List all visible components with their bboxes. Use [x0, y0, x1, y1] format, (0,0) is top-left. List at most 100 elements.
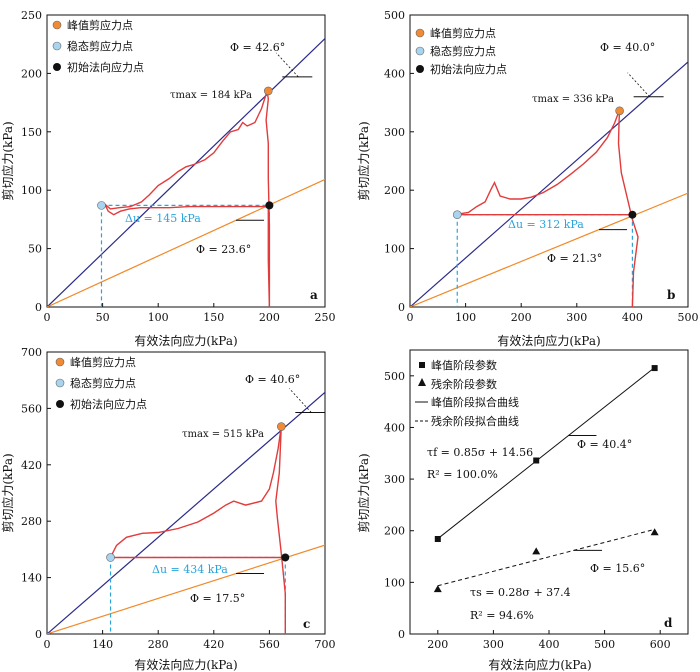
steady-point: [97, 201, 106, 210]
phi-leader-dashed: [627, 72, 650, 98]
steady-point: [106, 553, 115, 562]
legend-d-residual-fit-label: 残余阶段拟合曲线: [431, 414, 519, 428]
panel-c-du-label: Δu = 434 kPa: [152, 563, 228, 576]
y-tick-label: 560: [21, 402, 42, 415]
legend-b-peak-marker: [415, 28, 425, 38]
legend-c-initial-marker: [56, 400, 64, 408]
x-tick-label: 0: [407, 311, 414, 324]
x-tick-label: 300: [483, 638, 504, 651]
panel-a-phi-label: Φ = 42.6°: [230, 41, 285, 54]
y-tick-label: 150: [21, 126, 42, 139]
y-tick-label: 200: [21, 67, 42, 80]
panel-d-residual-eq: τs = 0.28σ + 37.4: [470, 586, 571, 599]
panel-d-residual-r2: R² = 94.6%: [470, 609, 534, 622]
x-tick-label: 100: [455, 311, 476, 324]
x-tick-label: 500: [678, 311, 699, 324]
panel-c-label: c: [303, 617, 310, 631]
panel-a-ylabel: 剪切应力(kPa): [0, 121, 15, 200]
y-tick-label: 0: [35, 628, 42, 641]
panel-d-ylabel: 剪切应力(kPa): [356, 453, 371, 532]
legend-initial-label: 初始法向应力点: [67, 60, 144, 74]
panel-b-ylabel: 剪切应力(kPa): [356, 121, 371, 200]
legend-d-peak-fit-label: 峰值阶段拟合曲线: [431, 395, 519, 409]
legend-c-steady-marker: [55, 378, 65, 388]
legend-d-peak-label: 峰值阶段参数: [431, 358, 497, 372]
initial-point: [265, 201, 274, 210]
legend-b-steady-label: 稳态剪应力点: [430, 44, 496, 58]
legend-steady-label: 稳态剪应力点: [67, 39, 133, 53]
x-tick-label: 280: [148, 638, 169, 651]
legend-b-initial-label: 初始法向应力点: [430, 62, 507, 76]
phi-leader-dashed: [289, 388, 312, 413]
y-tick-label: 100: [384, 576, 405, 589]
legend-peak-marker: [52, 20, 62, 30]
panel-c-taumax-label: τmax = 515 kPa: [182, 429, 264, 440]
legend-b-peak-label: 峰值剪应力点: [430, 26, 496, 40]
y-tick-label: 400: [384, 67, 405, 80]
panel-d-peak-r2: R² = 100.0%: [427, 468, 498, 481]
legend-b-steady-marker: [415, 46, 425, 56]
panel-a-du-label: Δu = 145 kPa: [125, 212, 201, 225]
panel-b-phi-label: Φ = 40.0°: [600, 41, 655, 54]
stress-path: [457, 109, 639, 307]
y-tick-label: 400: [384, 421, 405, 434]
panel-b-du-label: Δu = 312 kPa: [508, 218, 584, 231]
y-tick-label: 300: [384, 473, 405, 486]
panel-c-phi-initial-label: Φ = 17.5°: [190, 592, 245, 605]
panel-a-label: a: [310, 288, 318, 302]
x-tick-label: 200: [427, 638, 448, 651]
panel-a-phi-initial-label: Φ = 23.6°: [196, 243, 251, 256]
panel-d-ticks: 200 300 400 500 600 0 100 200 300 400 500: [384, 370, 671, 651]
y-tick-label: 0: [398, 301, 405, 314]
plot-layer: [410, 61, 688, 307]
legend-c-initial-label: 初始法向应力点: [70, 397, 147, 411]
legend-initial-marker: [53, 63, 61, 71]
peak-param-point: [533, 457, 540, 464]
y-tick-label: 50: [28, 243, 42, 256]
panel-b-frame: [409, 14, 689, 308]
panel-b-taumax-label: τmax = 336 kPa: [532, 94, 614, 105]
y-tick-label: 100: [384, 243, 405, 256]
panel-a: 0 50 100 150 200 250 0 50 100 150 200 250 有效法向应力(kP…: [0, 9, 336, 348]
panel-c-marks: [47, 388, 326, 634]
stress-path: [104, 90, 271, 307]
panel-a-marks: [47, 38, 325, 307]
panel-c-ylabel: 剪切应力(kPa): [0, 453, 15, 532]
phi-leader-dashed: [275, 52, 299, 78]
x-tick-label: 700: [315, 638, 336, 651]
plot-layer: [47, 38, 325, 307]
residual-param-point: [433, 585, 442, 593]
panel-a-frame: [46, 14, 326, 308]
x-tick-label: 300: [566, 311, 587, 324]
legend-d-residual-marker: [418, 378, 426, 386]
legend-c-peak-label: 峰值剪应力点: [70, 355, 136, 369]
x-tick-label: 600: [650, 638, 671, 651]
legend-b-initial-marker: [416, 65, 424, 73]
residual-param-point: [650, 528, 659, 536]
panel-d-peak-eq: τf = 0.85σ + 14.56: [427, 446, 533, 459]
y-tick-label: 500: [384, 9, 405, 22]
stress-path: [109, 426, 286, 634]
initial-stress-line: [47, 178, 325, 307]
peak-param-point: [434, 535, 441, 542]
y-tick-label: 0: [35, 301, 42, 314]
x-tick-label: 100: [148, 311, 169, 324]
legend-d-residual-label: 残余阶段参数: [431, 377, 497, 391]
x-tick-label: 150: [203, 311, 224, 324]
peak-point: [263, 86, 273, 96]
y-tick-label: 100: [21, 184, 42, 197]
y-tick-label: 250: [21, 9, 42, 22]
peak-point: [615, 106, 624, 116]
peak-point: [277, 422, 286, 431]
failure-envelope-line: [47, 38, 325, 307]
legend-c-peak-marker: [55, 357, 65, 367]
panel-b-xlabel: 有效法向应力(kPa): [497, 333, 600, 348]
y-tick-label: 700: [21, 346, 42, 359]
x-tick-label: 200: [259, 311, 280, 324]
y-tick-label: 300: [384, 126, 405, 139]
legend-d-peak-marker: [419, 362, 425, 368]
initial-stress-line: [410, 192, 688, 307]
failure-envelope-line: [410, 61, 688, 307]
x-tick-label: 50: [96, 311, 110, 324]
panel-c-ticks: 0 140 280 420 560 700 0 140 280 420 560 700: [21, 346, 336, 651]
